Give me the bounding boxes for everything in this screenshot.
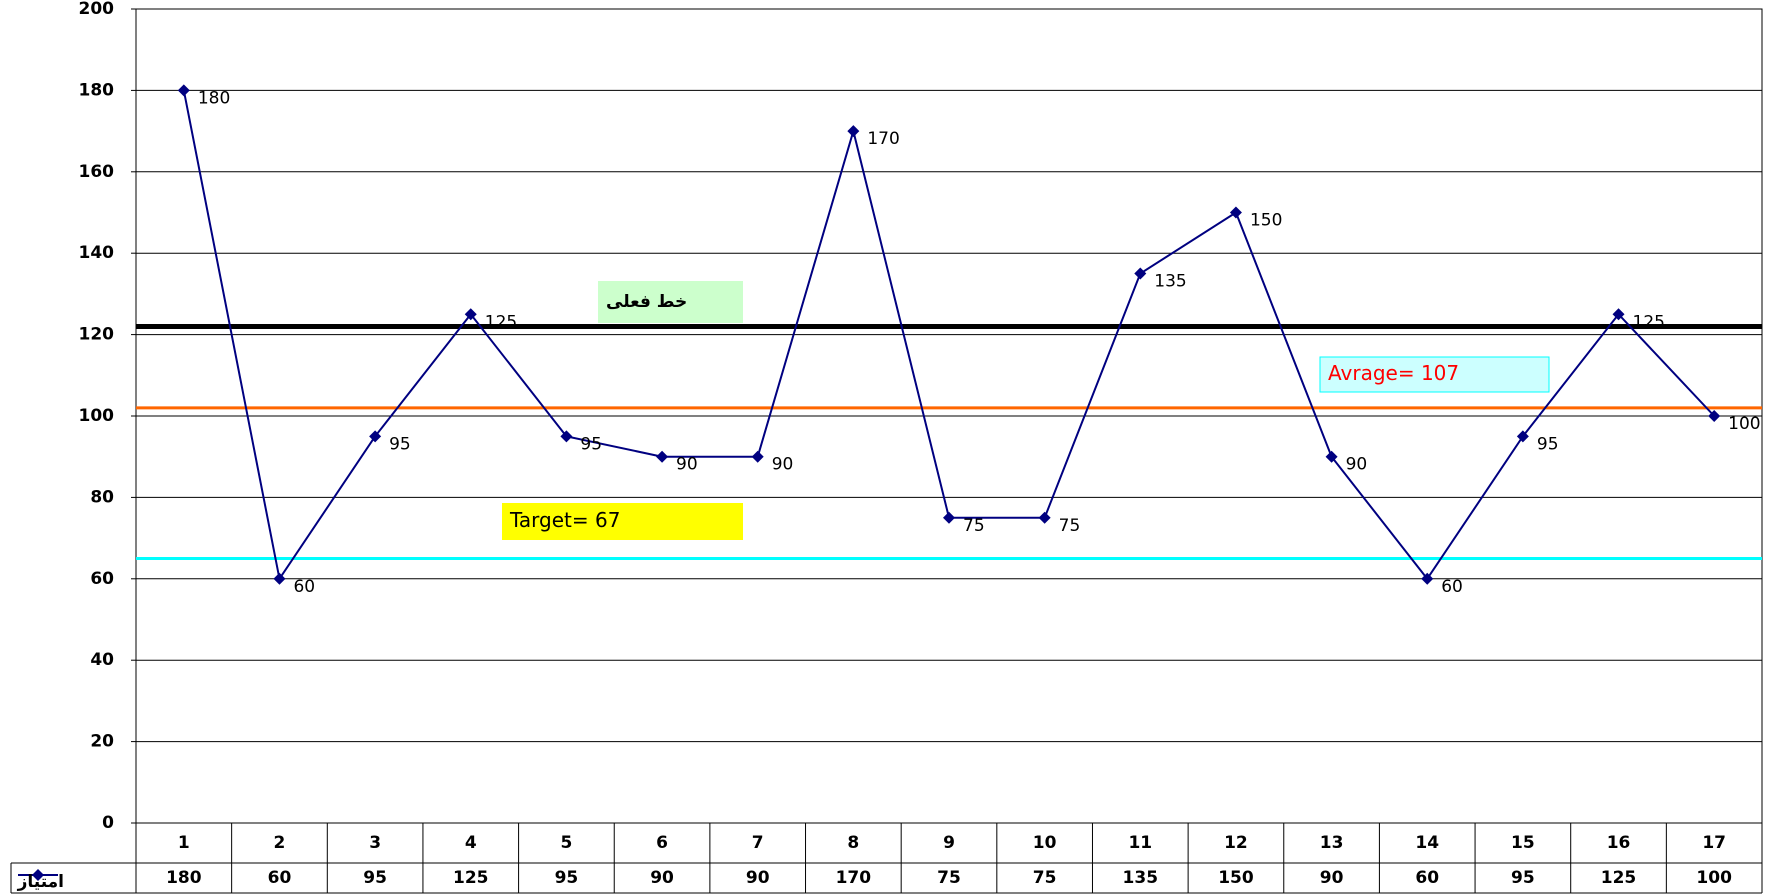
- marker: [1325, 450, 1338, 463]
- marker: [656, 450, 669, 463]
- data-label: 125: [1633, 312, 1665, 332]
- x-tick-label: 4: [465, 833, 477, 853]
- table-value: 150: [1218, 868, 1254, 888]
- table-value: 60: [1415, 868, 1439, 888]
- x-tick-label: 2: [274, 833, 286, 853]
- marker: [943, 511, 955, 524]
- table-value: 180: [166, 868, 202, 888]
- marker: [369, 430, 382, 443]
- data-label: 125: [485, 312, 517, 332]
- reference-label-box: [502, 503, 743, 540]
- y-tick-label: 140: [79, 243, 115, 263]
- data-label: 95: [389, 434, 411, 454]
- marker: [177, 84, 190, 97]
- x-tick-label: 12: [1224, 833, 1248, 853]
- y-tick-label: 20: [90, 732, 114, 752]
- x-tick-label: 10: [1033, 833, 1057, 853]
- table-value: 75: [1033, 868, 1057, 888]
- x-tick-label: 5: [560, 833, 572, 853]
- table-value: 95: [555, 868, 579, 888]
- x-tick-label: 8: [847, 833, 859, 853]
- data-label: 100: [1728, 414, 1760, 434]
- data-label: 170: [867, 129, 899, 149]
- data-label: 95: [1537, 434, 1559, 454]
- data-label: 90: [676, 455, 698, 475]
- x-tick-label: 11: [1128, 833, 1152, 853]
- marker: [751, 450, 764, 463]
- y-tick-label: 180: [79, 80, 115, 100]
- table-value: 125: [453, 868, 489, 888]
- data-label: 90: [772, 455, 794, 475]
- data-label: 60: [293, 577, 315, 597]
- x-tick-label: 7: [752, 833, 764, 853]
- table-value: 90: [650, 868, 674, 888]
- marker: [847, 125, 860, 138]
- y-tick-label: 120: [79, 325, 115, 345]
- reference-label-box: [598, 281, 743, 323]
- table-value: 95: [1511, 868, 1535, 888]
- legend-marker: [32, 869, 44, 881]
- table-value: 60: [268, 868, 292, 888]
- reference-label: Avrage= 107: [1328, 361, 1459, 385]
- marker: [1708, 410, 1721, 422]
- table-value: 170: [836, 868, 872, 888]
- x-tick-label: 6: [656, 833, 668, 853]
- table-value: 135: [1123, 868, 1159, 888]
- y-tick-label: 40: [90, 650, 114, 670]
- table-value: 95: [363, 868, 387, 888]
- y-tick-label: 200: [79, 0, 115, 19]
- marker: [560, 430, 573, 443]
- data-label: 150: [1250, 211, 1282, 231]
- y-tick-label: 0: [102, 813, 114, 833]
- legend-label: امتیاز: [17, 872, 64, 892]
- table-value: 75: [937, 868, 961, 888]
- marker: [1516, 430, 1529, 443]
- y-tick-label: 100: [79, 406, 115, 426]
- marker: [1612, 308, 1625, 321]
- y-tick-label: 160: [79, 162, 115, 182]
- x-tick-label: 13: [1320, 833, 1344, 853]
- data-label: 180: [198, 88, 230, 108]
- marker: [1229, 206, 1242, 219]
- reference-label-box: [1319, 356, 1550, 393]
- y-tick-label: 60: [90, 569, 114, 589]
- x-tick-label: 14: [1415, 833, 1439, 853]
- data-label: 75: [1059, 516, 1081, 536]
- data-label: 135: [1154, 272, 1186, 292]
- marker: [1421, 572, 1434, 585]
- marker: [464, 308, 477, 321]
- reference-label: Target= 67: [509, 508, 620, 532]
- x-tick-label: 17: [1702, 833, 1726, 853]
- x-tick-label: 16: [1607, 833, 1631, 853]
- table-value: 90: [746, 868, 770, 888]
- reference-label: خط فعلی: [606, 292, 687, 312]
- marker: [1038, 511, 1051, 524]
- x-tick-label: 15: [1511, 833, 1535, 853]
- table-value: 125: [1601, 868, 1637, 888]
- data-label: 90: [1346, 455, 1368, 475]
- y-tick-label: 80: [90, 487, 114, 507]
- data-label: 75: [963, 516, 985, 536]
- x-tick-label: 3: [369, 833, 381, 853]
- marker: [1134, 267, 1147, 280]
- x-tick-label: 9: [943, 833, 955, 853]
- table-value: 90: [1320, 868, 1344, 888]
- table-value: 100: [1696, 868, 1732, 888]
- data-label: 60: [1441, 577, 1463, 597]
- x-tick-label: 1: [178, 833, 190, 853]
- marker: [273, 572, 286, 585]
- data-label: 95: [580, 434, 602, 454]
